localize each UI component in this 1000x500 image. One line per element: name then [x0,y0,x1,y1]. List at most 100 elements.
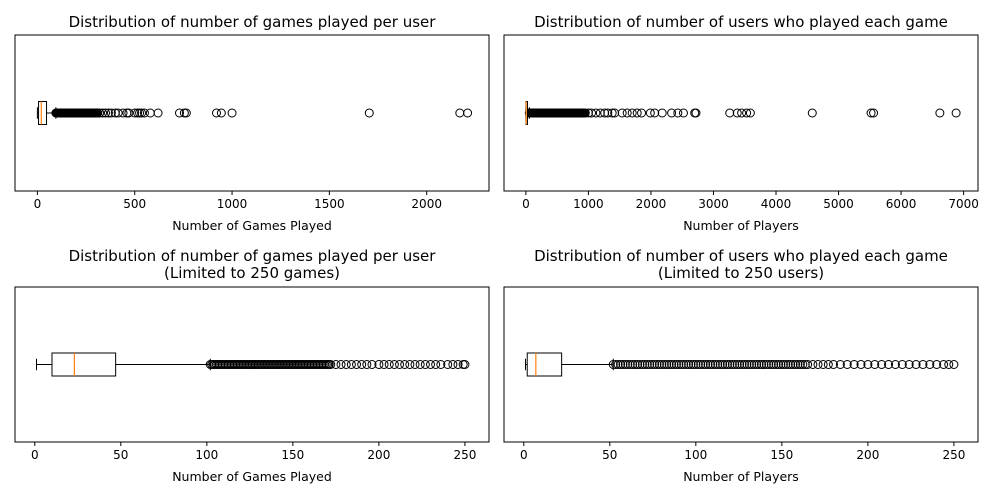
chart-subtitle: (Limited to 250 games) [164,264,340,282]
outlier-point [828,360,838,369]
outlier-point [362,360,372,369]
x-tick-label: 0 [34,197,42,211]
outlier-point [725,108,735,118]
outlier-point [420,360,430,369]
outlier-point [395,360,405,369]
outlier-point [443,360,453,369]
outlier-point [798,360,808,369]
outlier-point [718,360,728,369]
x-tick-label: 0 [522,197,530,211]
outlier-point [618,360,628,369]
outlier-point [341,360,351,369]
outlier-point [98,108,108,118]
outlier-point [448,360,458,369]
axes-frame [14,286,490,443]
outlier-point [436,360,446,369]
outlier-point [410,360,420,369]
outlier-point [698,360,708,369]
outlier-point [904,360,914,369]
outlier-point [106,108,116,118]
outlier-point [664,360,674,369]
outlier-point [747,360,757,369]
outlier-point [725,360,735,369]
outlier-point [384,360,394,369]
outliers [608,360,959,369]
outlier-point [587,108,597,118]
x-axis-label: Number of Players [683,469,799,484]
outlier-point [776,360,786,369]
x-axis-label: Number of Games Played [172,218,332,233]
iqr-box [526,352,563,377]
outlier-point [951,108,961,118]
outlier-point [705,360,715,369]
outlier-point [678,108,688,118]
outlier-point [944,360,954,369]
outlier-point [932,360,942,369]
outlier-point [625,360,635,369]
outlier-point [130,108,140,118]
outlier-point [688,360,698,369]
outlier-point [635,360,645,369]
outlier-point [389,360,399,369]
outlier-point [884,360,894,369]
outlier-point [691,360,701,369]
outlier-point [669,360,679,369]
outlier-point [460,360,470,369]
outlier-point [856,360,866,369]
outlier-point [686,360,696,369]
outlier-point [739,360,749,369]
outlier-point [357,360,367,369]
x-tick-label: 100 [195,448,218,462]
outlier-point [431,360,441,369]
outlier-point [681,360,691,369]
outlier-point [732,360,742,369]
outlier-point [842,360,852,369]
outlier-point [103,108,113,118]
outlier-point [463,108,473,118]
outlier-point [939,360,949,369]
outlier-point [603,108,613,118]
outlier-point [580,108,590,118]
outlier-point [607,108,617,118]
outlier-point [647,360,657,369]
outlier-point [179,108,189,118]
outlier-point [174,108,184,118]
outlier-point [732,108,742,118]
outlier-point [227,108,237,118]
chart-subtitle: (Limited to 250 users) [658,264,824,282]
outlier-point [453,360,463,369]
x-tick-label: 1000 [573,197,604,211]
outlier-point [630,360,640,369]
outlier-point [877,360,887,369]
outlier-point [701,360,711,369]
outlier-point [808,360,818,369]
outlier-point [823,360,833,369]
outlier-point [633,360,643,369]
outlier-point [684,360,694,369]
x-tick-label: 1000 [217,197,248,211]
outlier-point [793,360,803,369]
outlier-point [911,360,921,369]
outlier-point [807,108,817,118]
chart-title: Distribution of number of games played p… [69,247,437,265]
outlier-point [616,360,626,369]
outlier-point [613,360,623,369]
chart-title: Distribution of number of users who play… [534,13,948,31]
outlier-point [139,108,149,118]
outlier-point [774,360,784,369]
outlier-point [591,108,601,118]
axes-frame [503,286,979,443]
outlier-point [458,360,468,369]
outlier-point [791,360,801,369]
outlier-point [764,360,774,369]
outlier-point [101,108,111,118]
x-tick-label: 0 [520,448,528,462]
axes-frame [503,34,979,192]
outlier-point [135,108,145,118]
x-axis-label: Number of Players [683,218,799,233]
outlier-point [742,108,752,118]
outlier-point [379,360,389,369]
x-axis-label: Number of Games Played [172,469,332,484]
outliers [51,108,473,118]
chart-title: Distribution of number of games played p… [69,13,437,31]
